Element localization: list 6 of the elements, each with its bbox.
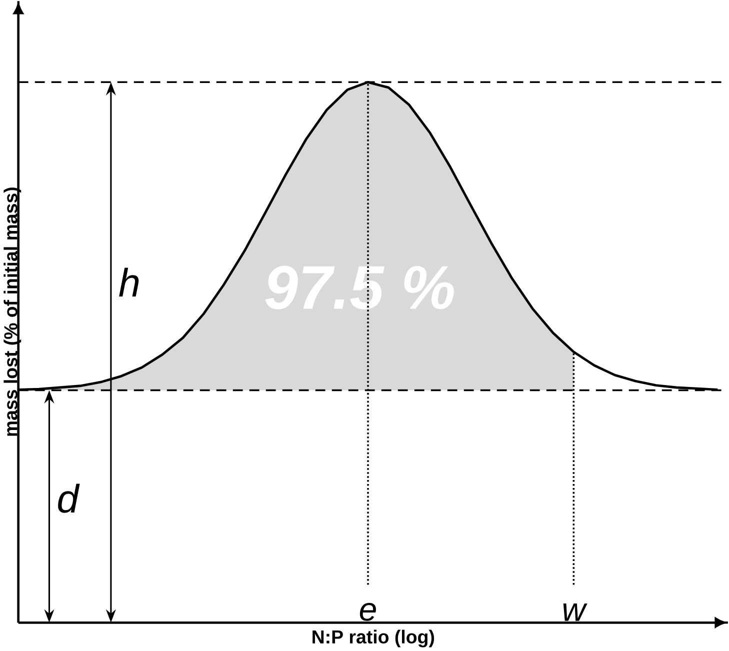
annotation: d: [58, 484, 80, 513]
y-axis-title: mass lost (% of initial mass): [4, 188, 22, 436]
x-tick-label: e: [360, 602, 376, 621]
annotation: h: [119, 268, 139, 296]
x-axis-title: N:P ratio (log): [312, 630, 434, 648]
x-tick-label: w: [563, 603, 588, 621]
